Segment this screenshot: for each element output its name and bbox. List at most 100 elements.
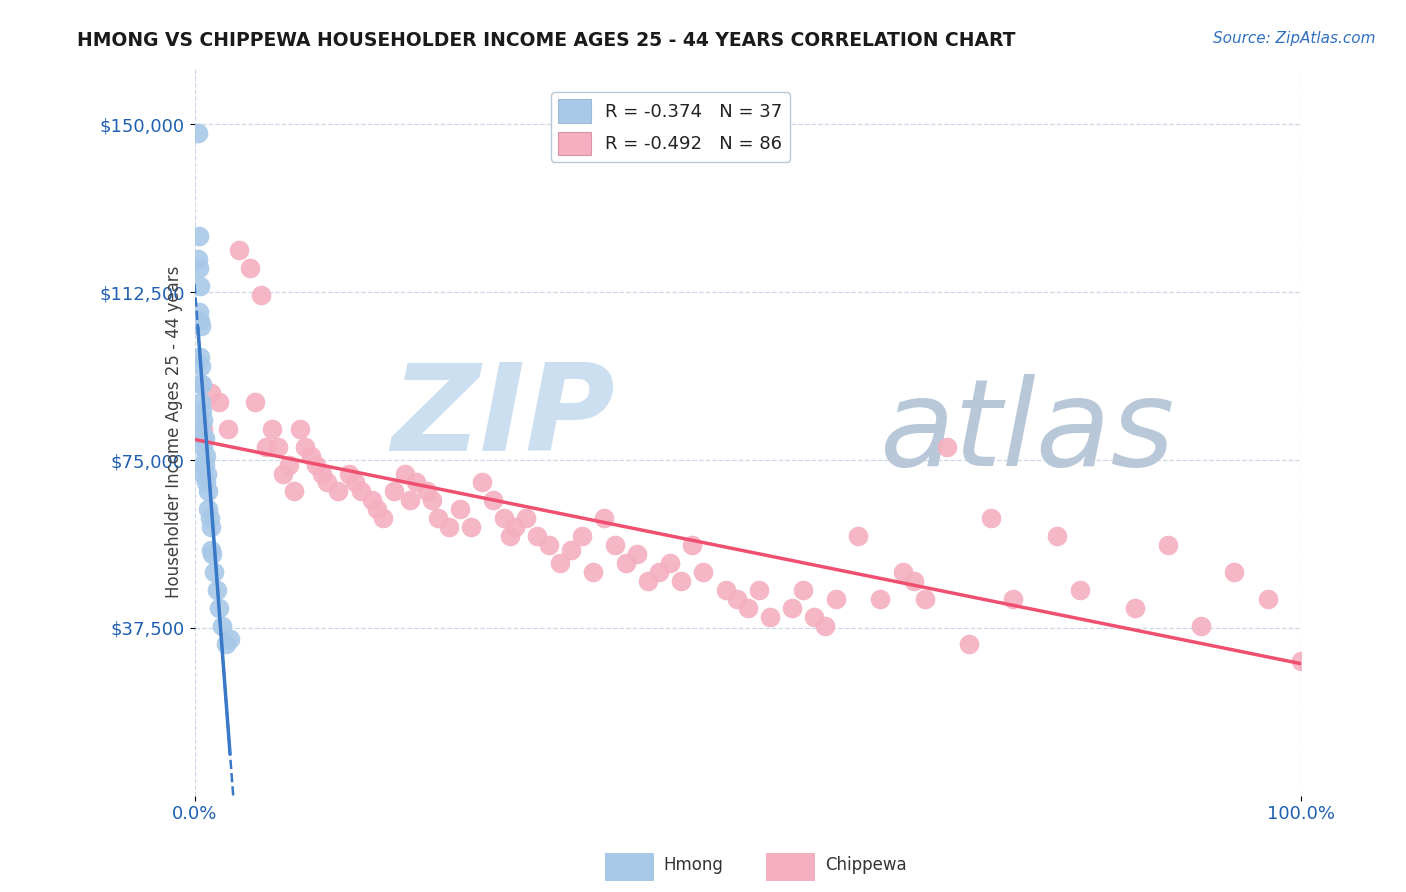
Point [211,618,233,632]
Point [371,511,394,525]
Point [200,542,222,557]
Point [891,565,914,579]
Text: Source: ZipAtlas.com: Source: ZipAtlas.com [1212,31,1375,46]
Text: Hmong: Hmong [664,856,724,874]
Point [803,609,825,624]
Point [256,440,278,454]
Point [914,591,936,606]
Point [671,574,693,588]
Point [437,520,460,534]
Point [191,377,214,392]
Point [283,484,305,499]
Point [349,484,371,499]
Point [449,502,471,516]
Point [825,591,848,606]
Text: ZIP: ZIP [391,359,614,476]
Point [193,422,215,436]
Text: HMONG VS CHIPPEWA HOUSEHOLDER INCOME AGES 25 - 44 YEARS CORRELATION CHART: HMONG VS CHIPPEWA HOUSEHOLDER INCOME AGE… [77,31,1015,50]
Point [360,493,382,508]
Point [188,260,211,275]
Point [1223,565,1246,579]
Point [957,637,980,651]
Point [197,502,219,516]
Point [382,484,405,499]
Point [193,467,215,481]
Point [692,565,714,579]
Point [271,467,294,481]
Point [198,511,221,525]
Point [614,556,637,570]
Point [193,458,215,472]
Point [260,422,283,436]
Point [416,484,439,499]
Point [193,440,215,454]
Point [190,359,212,373]
Point [935,440,957,454]
Point [560,542,582,557]
Point [460,520,482,534]
Point [846,529,869,543]
Point [190,422,212,436]
Point [571,529,593,543]
Point [214,637,236,651]
Point [188,314,211,328]
Point [190,318,212,333]
Point [582,565,605,579]
Point [194,449,217,463]
Point [197,484,219,499]
Point [294,440,316,454]
Point [208,600,231,615]
Point [780,600,803,615]
Point [394,467,416,481]
Point [405,475,427,490]
Point [526,529,548,543]
Point [188,350,211,364]
Point [245,395,267,409]
Point [759,609,782,624]
Point [592,511,614,525]
Point [305,458,328,472]
Point [194,475,217,490]
Point [250,287,273,301]
Point [187,252,209,266]
Point [1289,655,1312,669]
Point [399,493,422,508]
Point [266,440,288,454]
Point [748,582,770,597]
Point [725,591,748,606]
Point [1257,591,1279,606]
Point [228,243,250,257]
Point [191,404,214,418]
Point [515,511,537,525]
Point [316,475,339,490]
Point [299,449,322,463]
Text: Chippewa: Chippewa [825,856,907,874]
Point [193,413,215,427]
Point [1046,529,1069,543]
Point [239,260,262,275]
Point [494,511,516,525]
Point [188,377,211,392]
Point [714,582,737,597]
Point [188,305,211,319]
Point [1157,538,1180,552]
Point [471,475,494,490]
Point [648,565,671,579]
Point [200,520,222,534]
Point [422,493,444,508]
Point [187,127,209,141]
Point [980,511,1002,525]
Point [505,520,527,534]
Point [288,422,311,436]
Point [482,493,505,508]
Point [626,547,648,561]
Point [193,431,215,445]
Point [659,556,682,570]
Point [205,582,228,597]
Point [499,529,522,543]
Y-axis label: Householder Income Ages 25 - 44 years: Householder Income Ages 25 - 44 years [166,266,183,599]
Point [343,475,366,490]
Point [792,582,814,597]
Point [201,547,224,561]
Point [190,395,212,409]
